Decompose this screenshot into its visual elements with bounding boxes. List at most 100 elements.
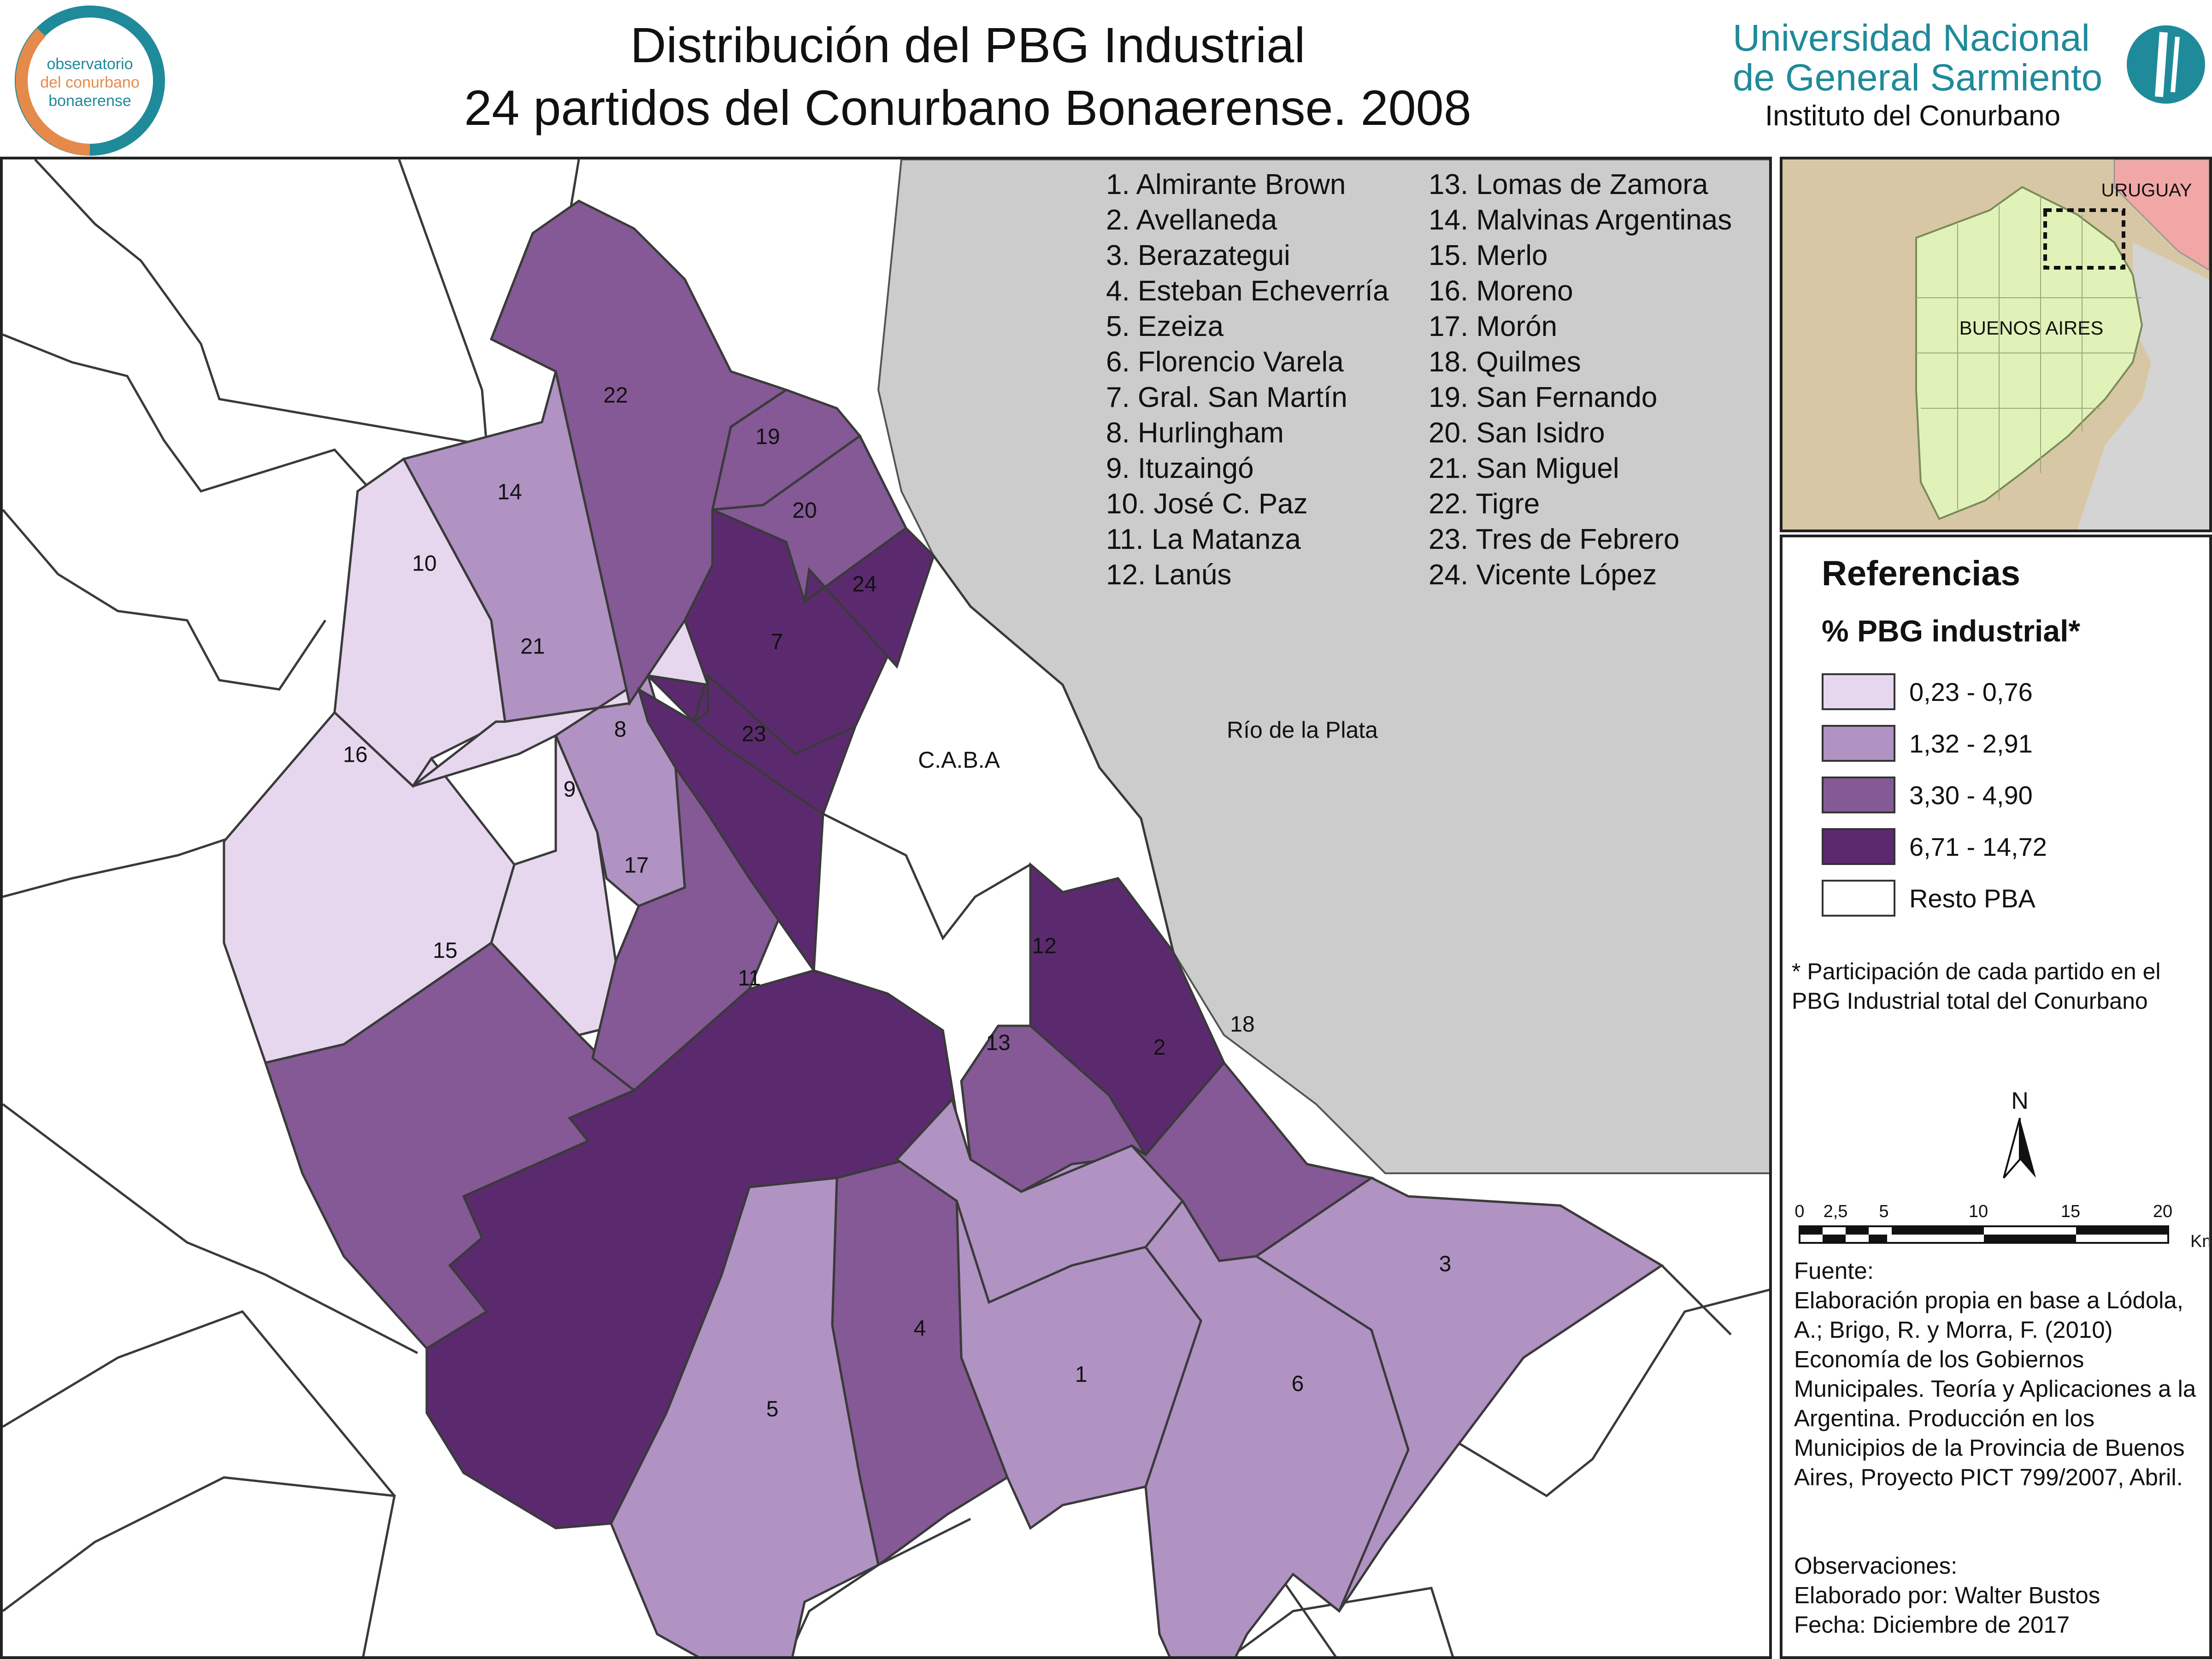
- list-item: 16. Moreno: [1429, 275, 1573, 307]
- legend-label: Resto PBA: [1909, 883, 2036, 913]
- partido-label-21: 21: [520, 635, 545, 659]
- scale-tick: 0: [1794, 1202, 1804, 1221]
- list-item: 14. Malvinas Argentinas: [1429, 204, 1732, 236]
- partido-polygon-16: [223, 711, 516, 1064]
- inset-map: URUGUAY BUENOS AIRES: [1780, 157, 2212, 532]
- partido-label-23: 23: [741, 722, 766, 747]
- list-item: 19. San Fernando: [1429, 382, 1658, 413]
- partido-polygon-23: [636, 687, 824, 974]
- scale-tick: 20: [2153, 1202, 2172, 1221]
- partido-polygon-24: [803, 526, 935, 669]
- partido-label-3: 3: [1439, 1252, 1452, 1277]
- partido-label-4: 4: [914, 1317, 926, 1341]
- partido-label-1: 1: [1075, 1363, 1088, 1387]
- partido-label-2: 2: [1153, 1035, 1166, 1060]
- uruguay-area: [2113, 159, 2209, 271]
- scale-unit: Km.: [2190, 1232, 2209, 1251]
- list-item: 3. Berazategui: [1106, 240, 1290, 271]
- ungs-logo-icon: [2120, 18, 2212, 111]
- partido-label-16: 16: [343, 743, 367, 767]
- scale-bar: 0 2,5 5 10 15 20 Km.: [1794, 1189, 2212, 1272]
- map-title: Distribución del PBG Industrial 24 parti…: [323, 14, 1613, 139]
- observatorio-logo: observatorio del conurbano bonaerense: [14, 5, 166, 157]
- title-line1: Distribución del PBG Industrial: [630, 17, 1306, 73]
- observations-date: Fecha: Diciembre de 2017: [1794, 1612, 2070, 1638]
- scale-tick: 15: [2061, 1202, 2080, 1221]
- source-heading: Fuente:: [1794, 1258, 1874, 1284]
- legend-item-class1: 0,23 - 0,76: [1822, 671, 2033, 712]
- observations-heading: Observaciones:: [1794, 1553, 1958, 1579]
- list-item: 18. Quilmes: [1429, 346, 1581, 378]
- inset-label-buenos-aires: BUENOS AIRES: [1959, 317, 2104, 339]
- partido-polygon-18: [1131, 1061, 1375, 1262]
- partido-label-11: 11: [738, 966, 761, 991]
- list-item: 10. José C. Paz: [1106, 488, 1308, 520]
- partido-label-5: 5: [766, 1397, 779, 1422]
- partidos-layer: [223, 200, 1664, 1656]
- north-arrow-icon: N: [1992, 1086, 2047, 1187]
- partido-label-13: 13: [986, 1031, 1010, 1055]
- main-map: 1 2 3 4 5 6 7 8 9 10 11 12 13 14 15 16 1…: [0, 157, 1772, 1659]
- legend-label: 6,71 - 14,72: [1909, 832, 2047, 861]
- university-name-line2: de General Sarmiento: [1733, 57, 2103, 99]
- list-item: 22. Tigre: [1429, 488, 1540, 520]
- legend-swatch: [1822, 725, 1895, 762]
- logo-text-line2: del conurbano: [40, 74, 140, 91]
- partido-label-6: 6: [1292, 1372, 1304, 1396]
- legend-item-class4: 6,71 - 14,72: [1822, 826, 2047, 867]
- list-item: 24. Vicente López: [1429, 559, 1657, 591]
- list-item: 7. Gral. San Martín: [1106, 382, 1347, 413]
- legend-label: 1,32 - 2,91: [1909, 729, 2033, 758]
- list-item: 9. Ituzaingó: [1106, 453, 1254, 484]
- title-line2: 24 partidos del Conurbano Bonaerense. 20…: [464, 80, 1471, 135]
- list-item: 6. Florencio Varela: [1106, 346, 1344, 378]
- university-name-line1: Universidad Nacional: [1733, 17, 2090, 59]
- source-block: Fuente: Elaboración propia en base a Lód…: [1794, 1256, 2209, 1492]
- observations-author: Elaborado por: Walter Bustos: [1794, 1582, 2100, 1608]
- river-label: Río de la Plata: [1227, 717, 1378, 743]
- partido-label-15: 15: [433, 939, 457, 963]
- partido-labels: 1 2 3 4 5 6 7 8 9 10 11 12 13 14 15 16 1…: [343, 383, 1451, 1422]
- partido-label-10: 10: [412, 552, 436, 576]
- list-item: 4. Esteban Echeverría: [1106, 275, 1389, 307]
- list-item: 23. Tres de Febrero: [1429, 524, 1680, 555]
- inset-water: [2077, 242, 2209, 529]
- partido-polygon-9: [490, 735, 617, 1036]
- legend-swatch: [1822, 880, 1895, 917]
- map-canvas: 1 2 3 4 5 6 7 8 9 10 11 12 13 14 15 16 1…: [3, 159, 1769, 1656]
- list-item: 5. Ezeiza: [1106, 311, 1224, 342]
- list-item: 13. Lomas de Zamora: [1429, 169, 1708, 200]
- north-label: N: [2011, 1088, 2029, 1114]
- legend-footnote: * Participación de cada partido en el PB…: [1792, 959, 2161, 1014]
- partido-label-20: 20: [792, 499, 817, 523]
- list-item: 15. Merlo: [1429, 240, 1548, 271]
- observations-block: Observaciones: Elaborado por: Walter Bus…: [1794, 1551, 2209, 1640]
- list-item: 21. San Miguel: [1429, 453, 1619, 484]
- partido-label-22: 22: [603, 383, 628, 408]
- logo-text-line1: observatorio: [47, 55, 133, 73]
- partido-polygon-21: [412, 618, 710, 788]
- partido-polygon-15: [264, 941, 636, 1350]
- list-item: 12. Lanús: [1106, 559, 1232, 591]
- partido-polygon-22: [489, 200, 789, 706]
- inset-label-uruguay: URUGUAY: [2101, 180, 2192, 200]
- list-item: 20. San Isidro: [1429, 417, 1605, 449]
- scale-tick: 10: [1969, 1202, 1988, 1221]
- scale-tick: 2,5: [1824, 1202, 1848, 1221]
- scale-tick: 5: [1879, 1202, 1888, 1221]
- logo-text-line3: bonaerense: [48, 92, 131, 110]
- legend-item-rest: Resto PBA: [1822, 877, 2036, 919]
- partido-label-9: 9: [564, 777, 576, 802]
- list-item: 1. Almirante Brown: [1106, 169, 1346, 200]
- partido-label-14: 14: [497, 480, 522, 505]
- partido-label-24: 24: [852, 572, 877, 597]
- list-item: 11. La Matanza: [1106, 524, 1301, 555]
- partido-label-18: 18: [1230, 1012, 1254, 1037]
- partido-list-col2: 13. Lomas de Zamora 14. Malvinas Argenti…: [1429, 167, 1732, 593]
- legend-subtitle: % PBG industrial*: [1822, 614, 2081, 648]
- partido-label-17: 17: [624, 853, 648, 878]
- study-area-box: [2043, 208, 2125, 270]
- partido-label-8: 8: [614, 718, 627, 742]
- legend-item-class2: 1,32 - 2,91: [1822, 723, 2033, 764]
- source-text: Elaboración propia en base a Lódola, A.;…: [1794, 1287, 2196, 1490]
